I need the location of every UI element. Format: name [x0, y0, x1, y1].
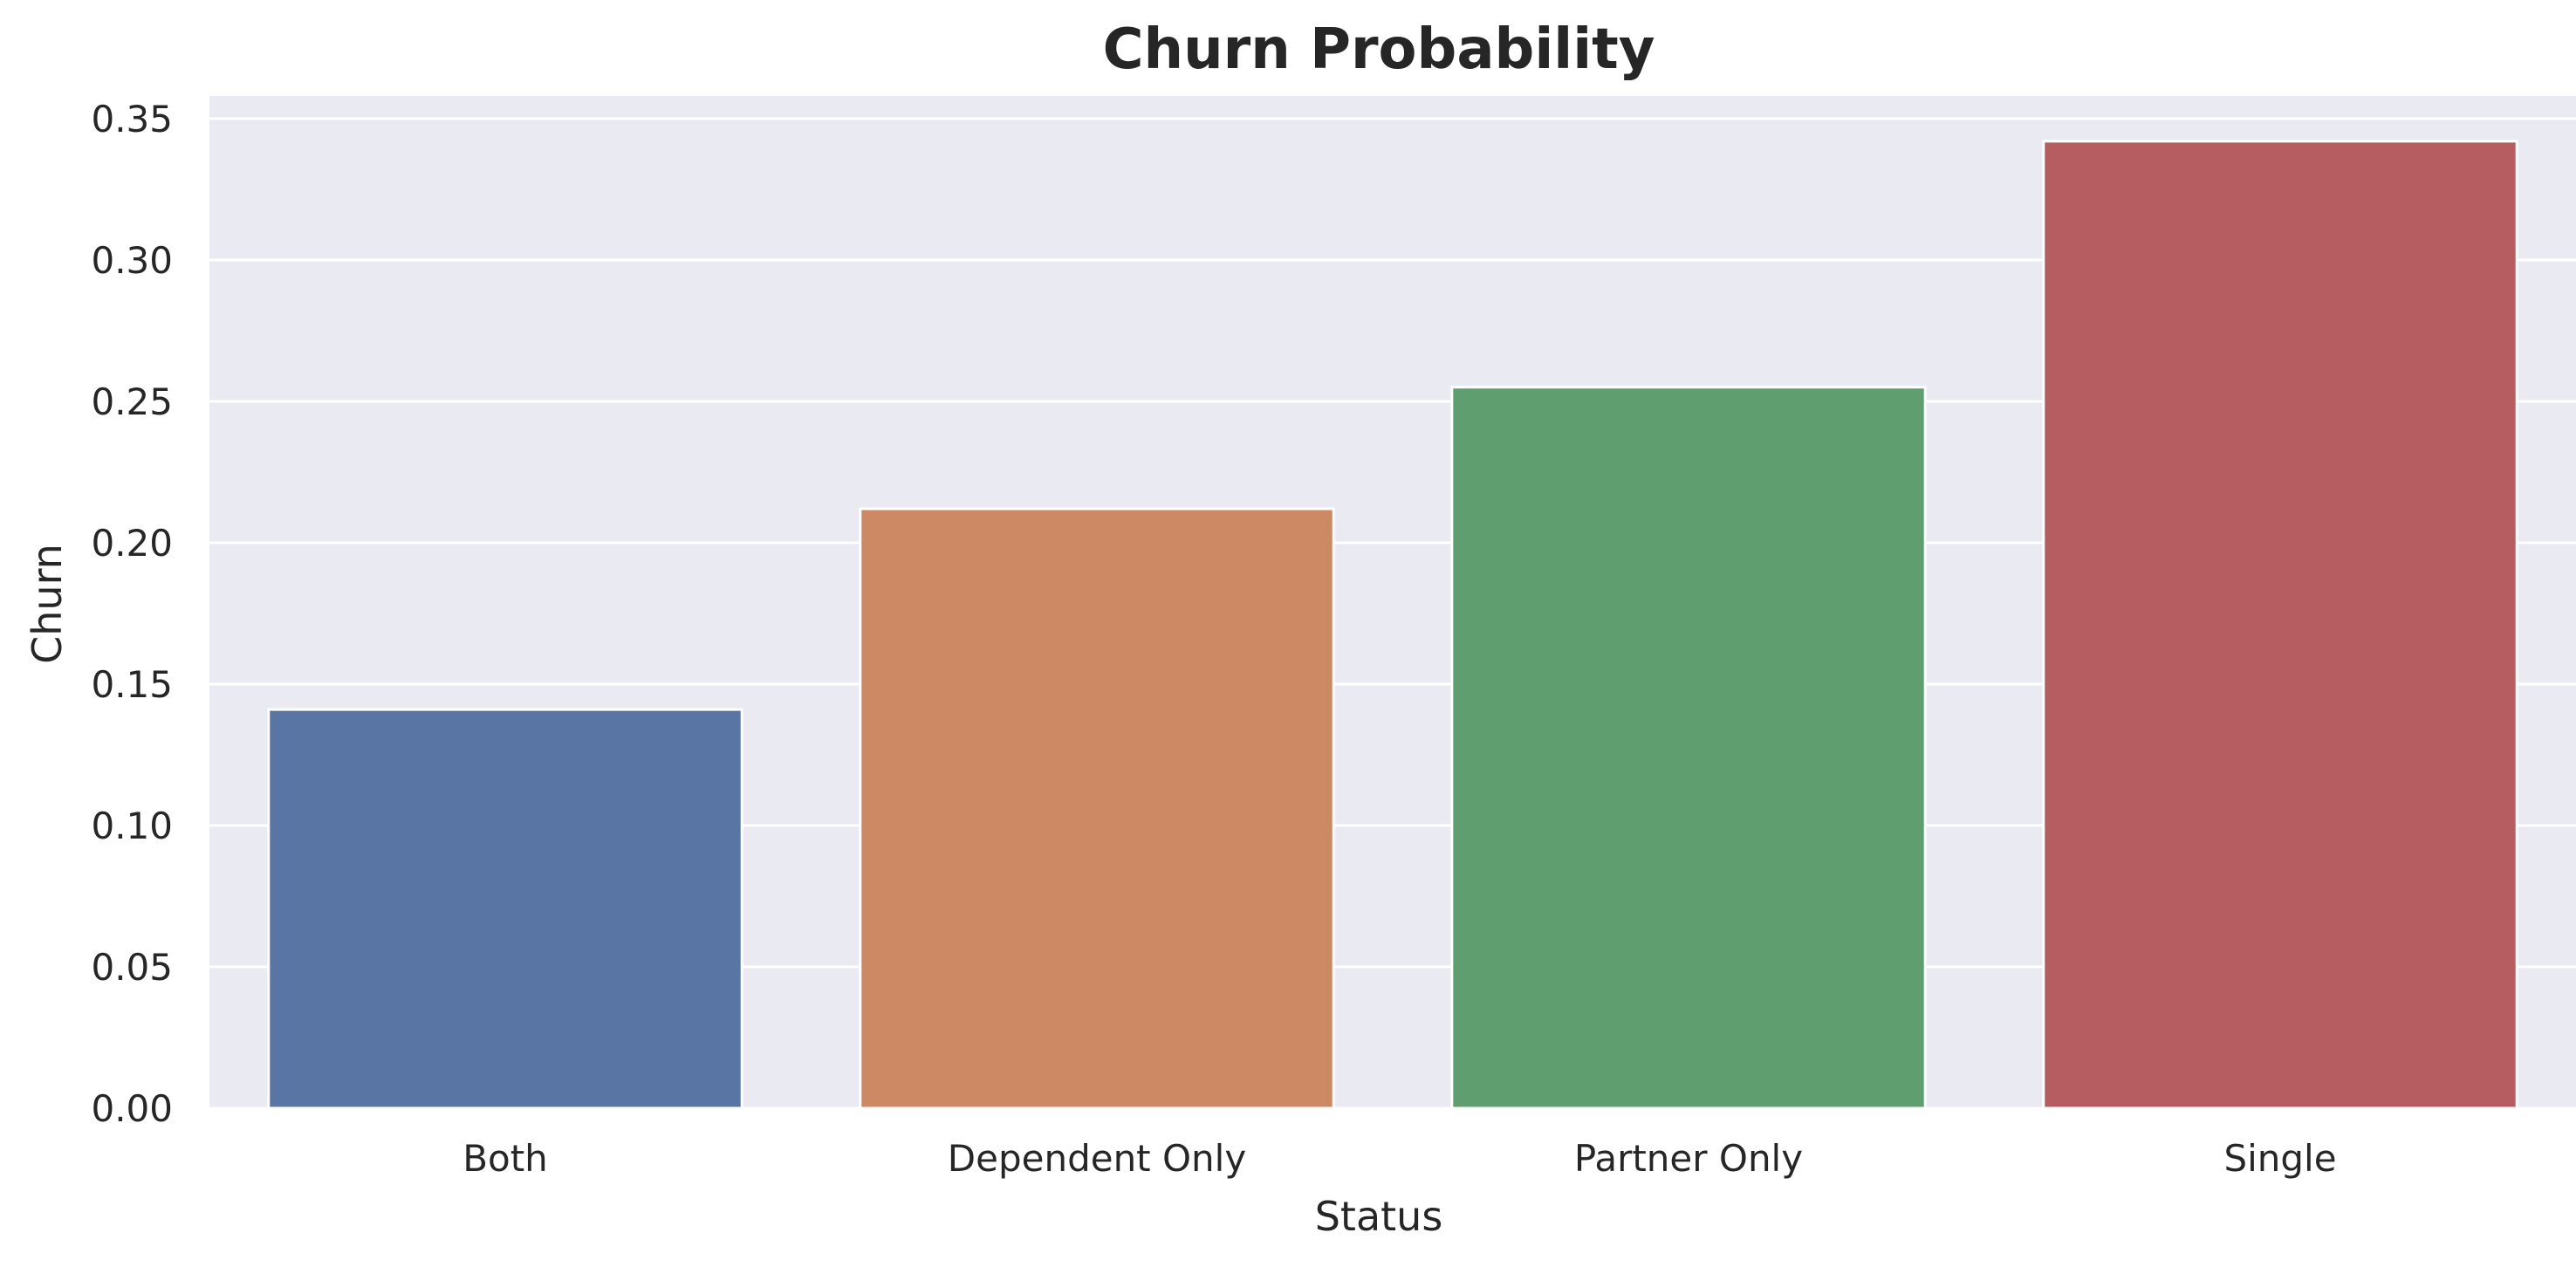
y-tick-label: 0.10	[91, 805, 173, 847]
bars	[267, 140, 2518, 1110]
x-tick-label: Both	[462, 1137, 548, 1180]
bar-dependent-only	[859, 507, 1335, 1110]
y-tick-label: 0.15	[91, 663, 173, 706]
y-tick-label: 0.20	[91, 522, 173, 565]
x-tick-label: Dependent Only	[948, 1137, 1246, 1180]
y-axis-label: Churn	[24, 544, 71, 664]
y-tick-label: 0.25	[91, 380, 173, 423]
bar-partner-only	[1450, 386, 1927, 1110]
x-tick-label: Single	[2223, 1137, 2336, 1180]
x-tick-label: Partner Only	[1574, 1137, 1803, 1180]
y-tick-labels: 0.00 0.05 0.10 0.15 0.20 0.25 0.30 0.35	[91, 98, 173, 1130]
x-tick-labels: Both Dependent Only Partner Only Single	[462, 1137, 2336, 1180]
y-tick-label: 0.30	[91, 239, 173, 282]
y-tick-label: 0.00	[91, 1087, 173, 1130]
y-tick-label: 0.35	[91, 98, 173, 140]
y-tick-label: 0.05	[91, 946, 173, 989]
x-axis-label: Status	[1315, 1193, 1443, 1240]
bar-both	[267, 708, 743, 1110]
bar-single	[2042, 140, 2518, 1110]
chart-title: Churn Probability	[1103, 17, 1655, 82]
